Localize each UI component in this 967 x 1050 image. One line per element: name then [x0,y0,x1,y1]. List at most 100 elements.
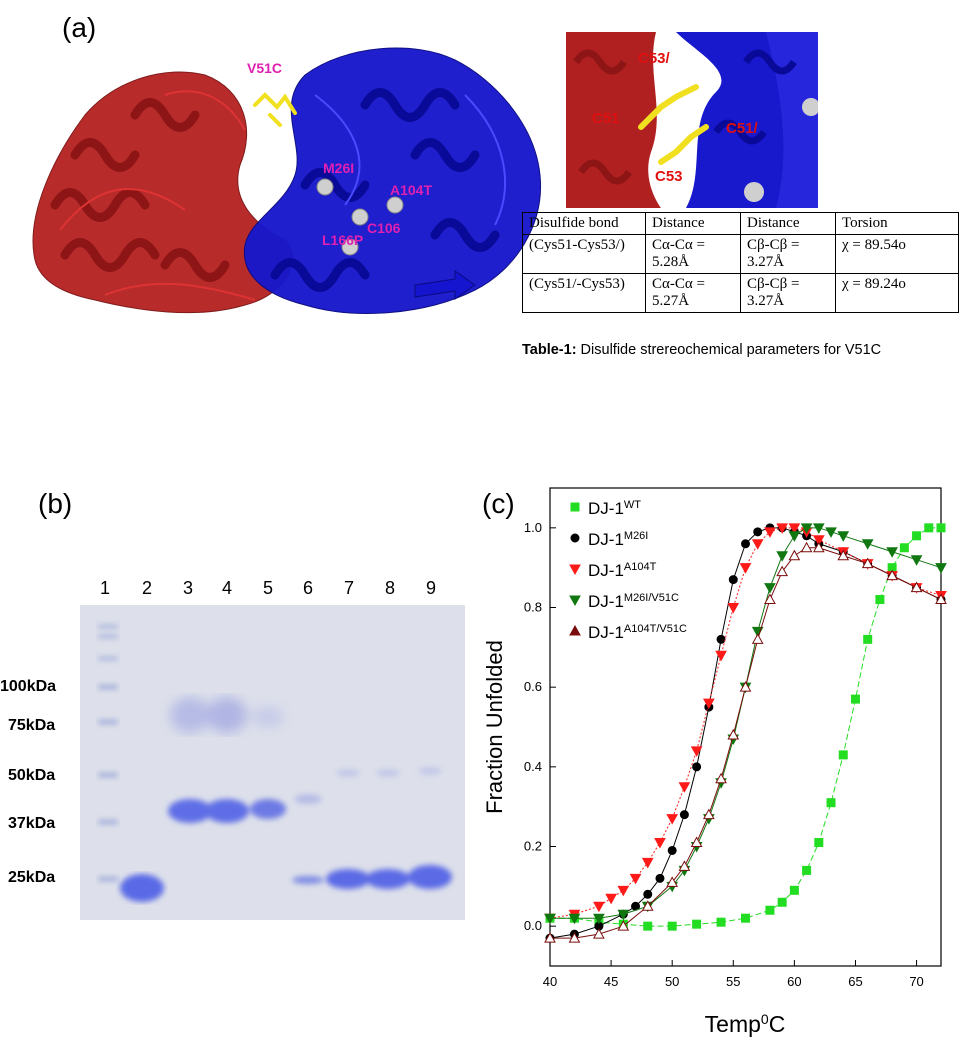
data-point [935,593,947,605]
x-tick-label: 45 [604,974,618,989]
lane-number: 3 [183,578,194,598]
series-2 [544,523,947,925]
data-point [593,901,605,913]
data-point [936,523,946,533]
table-header-cell: Distance [645,212,741,235]
marker-label: 100kDa [0,678,57,695]
marker-label: 37kDa [8,815,56,832]
data-point [643,921,653,931]
data-point [826,798,836,808]
table-caption: Table-1: Disulfide strereochemical param… [522,342,881,358]
data-point [838,750,848,760]
x-tick-label: 65 [848,974,862,989]
y-tick-label: 0.4 [524,759,542,774]
table-cell: Cβ-Cβ = 3.27Å [740,273,836,313]
x-tick-label: 60 [787,974,801,989]
table-header-cell: Disulfide bond [522,212,646,235]
lane-number: 7 [344,578,355,598]
data-point [678,782,691,793]
data-point [716,917,726,927]
legend-marker [569,624,581,636]
data-point [825,527,837,538]
lane-number: 6 [303,578,314,598]
legend-entry: DJ-1WT [588,499,641,518]
series-line [549,527,942,919]
data-point [617,920,630,931]
lane-number: 9 [426,578,437,598]
data-point [814,838,824,848]
data-point [788,549,801,561]
table-cell: χ = 89.24o [835,273,959,313]
legend-marker [570,533,580,543]
label-c53-prime: C53/ [638,50,670,67]
data-point [666,876,679,887]
table-header-cell: Torsion [835,212,959,235]
lane-number: 1 [100,578,111,598]
lane-number: 4 [222,578,233,598]
series-line [549,527,942,939]
data-point [776,565,789,577]
data-point [727,603,740,614]
series-layer [544,523,947,943]
data-point [912,531,922,541]
table-cell: Cα-Cα = 5.28Å [645,234,741,274]
x-tick-label: 55 [726,974,740,989]
data-point [702,808,715,820]
data-point [728,575,738,585]
data-point [641,857,654,869]
legend-marker [569,595,581,607]
data-point [739,681,752,692]
table-header-row: Disulfide bond Distance Distance Torsion [522,212,959,235]
data-point [605,893,617,905]
data-point [935,563,947,574]
data-point [654,838,666,849]
series-3 [544,523,947,925]
table-cell: Cβ-Cβ = 3.27Å [740,234,836,274]
y-tick-label: 0.8 [524,600,542,615]
data-point [802,865,812,875]
data-point [837,549,850,561]
marker-label: 25kDa [8,869,56,886]
data-point [764,583,776,594]
data-point [837,531,850,542]
table-row: (Cys51-Cys53/) Cα-Cα = 5.28Å Cβ-Cβ = 3.2… [522,234,959,274]
data-point [666,814,679,825]
data-point [741,913,750,923]
lane-number: 5 [263,578,274,598]
data-point [776,523,789,534]
data-point [667,921,677,931]
data-point [544,932,556,943]
y-tick-label: 0.0 [524,918,542,933]
label-a104t: A104T [390,182,433,198]
table-caption-text: Disulfide strereochemical parameters for… [576,342,882,358]
data-point [776,551,789,562]
legend-marker [569,564,581,576]
data-point [643,889,653,899]
data-point [764,527,776,538]
data-point [593,913,605,925]
x-tick-label: 70 [909,974,923,989]
data-point [741,539,750,549]
data-point [544,913,556,925]
data-point [753,527,763,537]
data-point [667,845,677,855]
data-point [788,523,801,534]
label-m26i: M26I [323,160,355,176]
x-tick-label: 40 [543,974,557,989]
thermal-unfolding-chart: 40 45 50 55 60 65 700.00.20.40.60.81.0 Temp0C … [482,487,947,1037]
data-point [568,913,581,925]
data-point [788,531,801,542]
data-point [924,523,934,533]
table-header-cell: Distance [740,212,836,235]
y-tick-label: 0.6 [524,679,542,694]
data-point [727,728,740,740]
y-axis-label: Fraction Unfolded [482,640,507,814]
table-cell: (Cys51/-Cys53) [522,273,646,313]
data-point [751,539,764,550]
label-c53: C53 [655,168,683,185]
data-point [777,897,787,907]
x-axis-label: Temp0C [705,1011,786,1037]
disulfide-table: Disulfide bond Distance Distance Torsion… [522,212,959,313]
data-point [812,535,825,546]
series-0 [545,523,946,931]
